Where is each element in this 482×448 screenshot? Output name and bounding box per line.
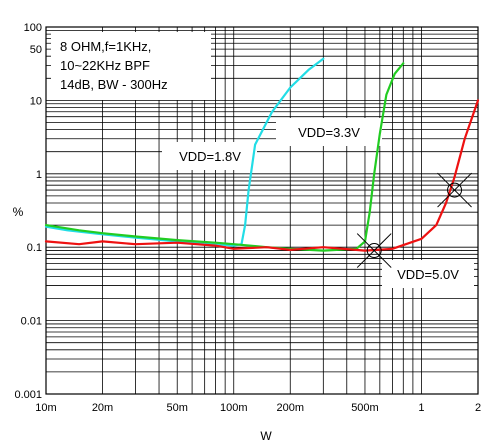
conditions-line-2: 14dB, BW - 300Hz	[60, 77, 168, 92]
marker-3v3-diag-b	[356, 233, 392, 268]
marker-5v0-circle	[447, 182, 463, 198]
series-lines	[44, 57, 480, 252]
tick-labels: 10m 20m 50m 100m 200m 500m 1 2 0.001 0.01 0.1 1 10 50…	[14, 22, 481, 414]
x-axis-label: W	[260, 429, 272, 443]
marker-3v3-circle	[366, 243, 382, 259]
conditions-line-1: 10~22KHz BPF	[60, 58, 150, 73]
y-tick-label: 0.01	[21, 316, 42, 328]
label-bg-5v0	[382, 260, 474, 288]
series-label-0: VDD=1.8V	[179, 149, 241, 164]
label-bg-3v3	[276, 118, 382, 146]
x-tick-label: 10m	[35, 402, 56, 414]
x-tick-label: 2	[475, 402, 481, 414]
x-tick-label: 1	[418, 402, 424, 414]
conditions-line-0: 8 OHM,f=1KHz,	[60, 39, 151, 54]
y-tick-label: 0.001	[14, 389, 42, 401]
x-tick-label: 500m	[351, 402, 379, 414]
series-label-2: VDD=5.0V	[397, 267, 459, 282]
x-tick-label: 50m	[167, 402, 188, 414]
markers	[356, 172, 472, 268]
marker-5v0-diag-b	[437, 172, 472, 208]
grid-lines	[45, 26, 479, 395]
y-tick-label: 100	[24, 22, 42, 34]
x-tick-label: 100m	[220, 402, 248, 414]
series-line-1	[44, 62, 405, 252]
y-tick-label: 10	[30, 95, 42, 107]
y-tick-label: 0.1	[27, 242, 42, 254]
x-tick-label: 20m	[92, 402, 113, 414]
series-label-1: VDD=3.3V	[298, 125, 360, 140]
conditions-box-bg	[51, 32, 211, 100]
x-tick-label: 200m	[276, 402, 304, 414]
plot-frame	[45, 26, 479, 395]
label-bg-1v8	[162, 142, 257, 170]
y-tick-label: 50	[30, 44, 42, 56]
series-line-2	[44, 99, 480, 252]
y-tick-label: 1	[36, 169, 42, 181]
annotation-labels: 8 OHM,f=1KHz, 10~22KHz BPF 14dB, BW - 300H…	[60, 39, 459, 282]
y-axis-label: %	[13, 205, 24, 219]
